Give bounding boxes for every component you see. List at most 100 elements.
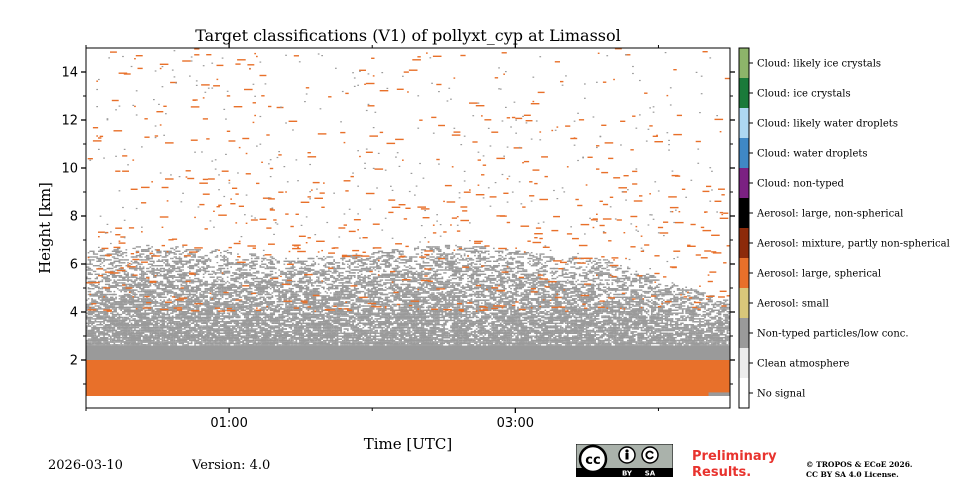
cell (209, 318, 212, 320)
cell (195, 321, 202, 323)
cell (252, 315, 255, 317)
cell (235, 292, 238, 294)
cell (302, 338, 305, 340)
cell (259, 296, 265, 298)
cell (204, 322, 208, 324)
cell (144, 289, 147, 291)
cell (285, 298, 291, 300)
cell (285, 305, 287, 307)
cell (149, 257, 153, 260)
cell (254, 322, 260, 324)
cell (103, 295, 107, 297)
cell (141, 267, 145, 270)
cell (144, 331, 150, 333)
cell (269, 338, 274, 340)
cell (261, 289, 265, 291)
cell (223, 305, 227, 307)
cell (230, 266, 232, 268)
cell (237, 280, 239, 283)
cell (245, 279, 248, 281)
cell (372, 341, 378, 343)
cell (149, 283, 152, 286)
cell (300, 326, 305, 329)
cell (177, 324, 179, 326)
cell (86, 277, 92, 280)
cell (256, 335, 262, 337)
cell (264, 325, 268, 327)
cell (156, 332, 160, 334)
cell (134, 260, 138, 262)
cell (331, 337, 334, 339)
cell (256, 302, 258, 304)
cell (350, 262, 356, 264)
cell (96, 326, 102, 329)
cell (285, 302, 291, 304)
cell (257, 282, 263, 284)
cell (226, 267, 229, 270)
cell (159, 267, 165, 270)
cell (292, 342, 294, 345)
cell (324, 270, 329, 273)
cell (336, 341, 339, 343)
cell (235, 338, 239, 340)
cell (369, 296, 373, 298)
cell (307, 344, 311, 346)
cell (180, 283, 183, 286)
cell (328, 325, 332, 327)
cell (195, 341, 198, 343)
cell (195, 270, 202, 273)
cell (360, 298, 363, 300)
cell (192, 259, 195, 261)
cell (168, 292, 172, 294)
cell (228, 312, 231, 314)
cell (194, 273, 200, 275)
cell (360, 273, 363, 275)
cell (104, 288, 111, 290)
cell (225, 325, 229, 327)
cell (338, 292, 344, 294)
cell (197, 337, 200, 339)
cell (365, 339, 368, 342)
cell (290, 328, 293, 330)
cell (195, 298, 200, 300)
cell (204, 326, 207, 329)
cell (316, 318, 322, 320)
cell (89, 262, 92, 264)
cell (257, 337, 260, 339)
cell (295, 298, 301, 300)
cell (249, 292, 253, 294)
cell (197, 305, 200, 307)
cell (165, 326, 167, 329)
cell (278, 324, 282, 326)
cell (111, 265, 114, 267)
cell (235, 302, 239, 304)
cell (89, 316, 93, 319)
cell (338, 319, 342, 322)
cell (367, 292, 370, 294)
cell (249, 328, 255, 330)
cell (113, 324, 119, 326)
cell (319, 275, 325, 277)
cell (226, 326, 231, 329)
cell (329, 338, 332, 340)
cell (91, 324, 93, 326)
cell (343, 312, 347, 314)
cell (293, 337, 296, 339)
cell (324, 299, 329, 301)
cell (137, 341, 140, 343)
cell (209, 296, 212, 298)
cell (141, 326, 147, 329)
cell (264, 324, 267, 326)
cell (147, 249, 150, 251)
cell (171, 285, 176, 287)
cell (206, 337, 210, 339)
cell (189, 301, 193, 303)
cell (135, 283, 138, 286)
cell (139, 324, 141, 326)
cell (103, 326, 107, 329)
cell (171, 308, 176, 310)
cell (206, 324, 208, 326)
cell (281, 290, 284, 293)
cell (228, 292, 232, 294)
cell (335, 267, 337, 270)
